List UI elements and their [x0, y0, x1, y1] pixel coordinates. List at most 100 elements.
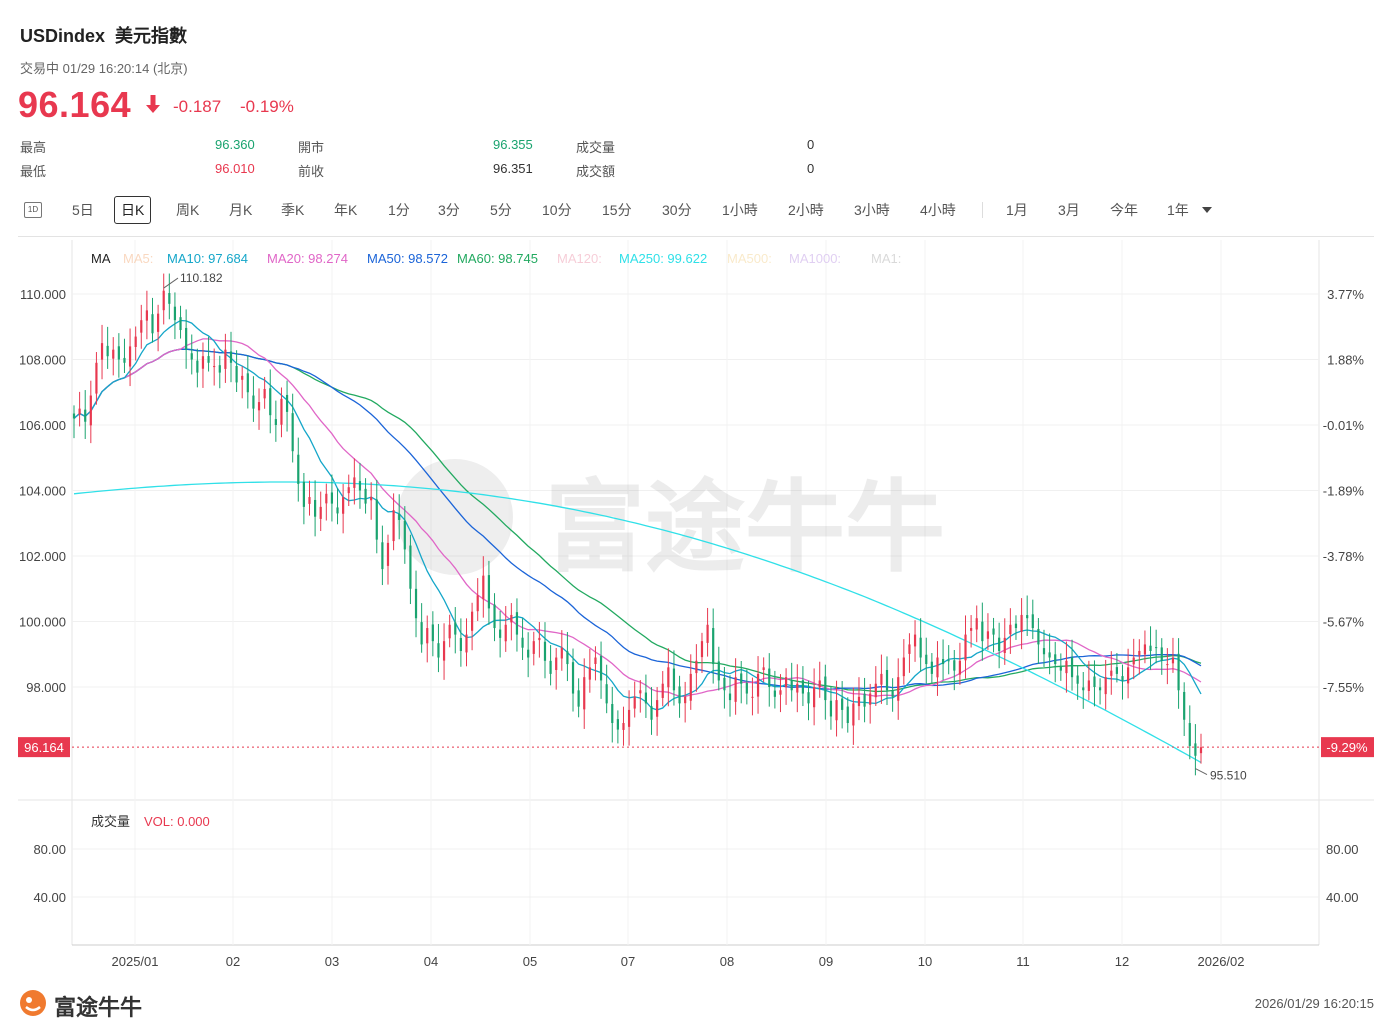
tab-quarterly-k[interactable]: 季K — [281, 202, 305, 218]
candle-body — [229, 351, 233, 363]
right-pct-tick-label: -0.01% — [1323, 418, 1365, 433]
candle-body — [1121, 676, 1124, 681]
tab-30min[interactable]: 30分 — [662, 202, 692, 218]
candle — [358, 462, 362, 509]
tab-1month[interactable]: 1月 — [1006, 202, 1028, 218]
candle-body — [981, 621, 984, 642]
tab-ytd[interactable]: 今年 — [1110, 202, 1138, 218]
candle-body — [246, 373, 249, 393]
candle-body — [213, 366, 216, 368]
candle-body — [852, 703, 855, 726]
candle-body — [768, 668, 771, 687]
candle — [370, 482, 373, 520]
candle — [588, 648, 591, 693]
candle-body — [639, 690, 642, 694]
candle-body — [482, 575, 485, 600]
tab-2hour[interactable]: 2小時 — [788, 202, 824, 218]
tab-1min[interactable]: 1分 — [388, 202, 410, 218]
arrow-down-icon — [144, 93, 162, 120]
candle-body — [644, 692, 648, 704]
candle-body — [908, 644, 911, 654]
candle-body — [1048, 652, 1051, 658]
candle — [583, 658, 586, 729]
x-tick-label: 2025/01 — [112, 954, 159, 969]
candle — [807, 680, 810, 721]
tab-15min[interactable]: 15分 — [602, 202, 632, 218]
high-marker-line — [163, 277, 179, 289]
candle — [958, 642, 962, 685]
candle-body — [308, 497, 311, 504]
high-marker-label: 110.182 — [180, 271, 223, 285]
candle — [936, 641, 939, 696]
ma50-line — [73, 348, 1202, 690]
candle — [695, 644, 698, 692]
candle-body — [1014, 623, 1018, 629]
candle-body — [274, 419, 277, 425]
candle — [213, 348, 216, 386]
tab-3hour[interactable]: 3小時 — [854, 202, 890, 218]
candle-body — [179, 317, 182, 331]
tab-3month[interactable]: 3月 — [1058, 202, 1080, 218]
candle-body — [773, 690, 776, 697]
candle — [891, 678, 894, 712]
candle-body — [1115, 667, 1118, 674]
candle — [622, 706, 625, 746]
tab-monthly-k[interactable]: 月K — [229, 202, 253, 218]
candle — [941, 639, 945, 681]
brand-logo-icon — [18, 988, 48, 1018]
open-value: 96.355 — [493, 137, 533, 152]
candle — [841, 681, 844, 729]
candle-body — [106, 345, 109, 357]
tab-1year[interactable]: 1年 — [1167, 202, 1189, 218]
tab-1hour[interactable]: 1小時 — [722, 202, 758, 218]
candle — [229, 331, 233, 383]
candle-body — [437, 643, 440, 658]
candle — [521, 618, 524, 661]
candle-body — [325, 493, 328, 504]
candle-body — [846, 706, 849, 724]
tab-5d[interactable]: 5日 — [72, 202, 94, 218]
candle-body — [499, 629, 502, 638]
candle — [857, 677, 861, 721]
candle-body — [1110, 670, 1113, 676]
candle-body — [863, 693, 866, 707]
candle-body — [880, 673, 883, 685]
candle — [302, 472, 305, 525]
candle-body — [364, 488, 367, 504]
tab-weekly-k[interactable]: 周K — [176, 202, 200, 218]
tab-daily-k[interactable]: 日K — [114, 196, 152, 224]
tab-4hour[interactable]: 4小時 — [920, 202, 956, 218]
candle-body — [1026, 615, 1029, 619]
candle-body — [207, 356, 210, 363]
candle — [953, 649, 956, 691]
tab-3min[interactable]: 3分 — [438, 202, 460, 218]
candle-body — [1042, 648, 1046, 655]
ma-legend-item: MA5: — [123, 251, 153, 266]
candle-body — [560, 647, 563, 659]
candle — [796, 664, 799, 713]
candle — [353, 458, 356, 505]
candle — [801, 666, 805, 707]
candle — [964, 615, 967, 679]
candle — [454, 607, 457, 654]
candle — [650, 687, 653, 735]
tab-5min[interactable]: 5分 — [490, 202, 512, 218]
candle — [246, 355, 249, 409]
last-price: 96.164 — [18, 84, 132, 125]
candle-body — [470, 611, 474, 631]
tab-yearly-k[interactable]: 年K — [334, 202, 358, 218]
candle-body — [684, 696, 687, 704]
candle — [151, 297, 154, 343]
one-day-icon[interactable]: 1D — [24, 202, 42, 218]
ma20-line — [73, 338, 1202, 698]
candle — [347, 474, 350, 507]
volume-pane-title: 成交量 — [91, 814, 130, 829]
chevron-down-icon[interactable] — [1201, 196, 1213, 224]
candle-body — [319, 506, 322, 519]
candle-body — [285, 394, 289, 412]
candle — [381, 525, 384, 586]
tab-10min[interactable]: 10分 — [542, 202, 572, 218]
candle-body — [790, 680, 793, 691]
candle-body — [269, 388, 272, 416]
